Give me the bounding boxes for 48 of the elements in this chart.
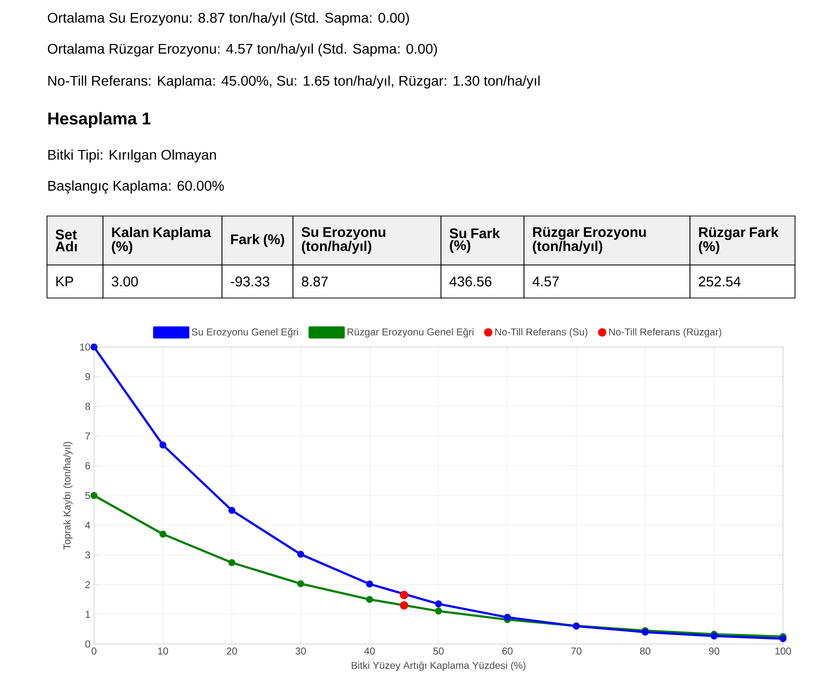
x-tick-label: 60: [502, 648, 513, 655]
x-tick-label: 70: [571, 648, 582, 655]
y-tick-label: 9: [85, 373, 90, 380]
text: Ortalama Rüzgar Erozyonu: 4.57 ton/ha/yıl (Std. Sapma: 0.00): [48, 43, 437, 57]
x-tick-label: 30: [296, 648, 306, 655]
x-tick-label: 100: [775, 648, 791, 655]
x-tick-label: 0: [92, 648, 96, 655]
text: Rüzgar Fark (%): [698, 226, 779, 254]
y-axis-title: Toprak Kaybı (ton/ha/yıl): [63, 442, 73, 550]
x-tick-label: 20: [226, 648, 237, 655]
legend-label: No-Till Referans (Rüzgar): [609, 328, 722, 338]
y-tick-label: 4: [85, 522, 90, 529]
text: No-Till Referans: Kaplama: 45.00%, Su: 1.65 ton/ha/yıl, Rüzgar: 1.30 ton/ha/yıl: [48, 75, 540, 89]
text: Bitki Tipi: Kırılgan Olmayan: [48, 149, 216, 163]
text: Set Adı: [56, 230, 77, 252]
text: 4.57: [532, 276, 559, 286]
text: Su Erozyonu (ton/ha/yıl): [302, 227, 386, 254]
text: Başlangıç Kaplama: 60.00%: [48, 180, 224, 194]
text: Hesaplama 1: [48, 112, 151, 128]
text: Su Fark (%): [450, 228, 500, 253]
y-tick-label: 3: [85, 551, 90, 558]
text: Fark (%): [231, 234, 284, 248]
text: KP: [56, 276, 74, 286]
legend-label: Su Erozyonu Genel Eğri: [192, 328, 298, 338]
x-tick-label: 10: [158, 648, 168, 655]
text: 252.54: [698, 276, 741, 286]
y-tick-label: 10: [80, 343, 90, 351]
text: Rüzgar Erozyonu (ton/ha/yıl): [532, 227, 646, 254]
text: 3.00: [112, 276, 138, 286]
text: Ortalama Su Erozyonu: 8.87 ton/ha/yıl (Std. Sapma: 0.00): [48, 12, 409, 26]
text: 436.56: [450, 276, 492, 286]
text: 8.87: [302, 276, 328, 286]
y-tick-label: 6: [85, 462, 90, 470]
x-tick-label: 90: [709, 648, 720, 655]
y-tick-label: 0: [85, 640, 90, 648]
x-tick-label: 50: [433, 648, 444, 655]
text: -93.33: [230, 276, 270, 286]
y-tick-label: 2: [85, 581, 90, 588]
text: Kalan Kaplama (%): [112, 226, 212, 254]
y-tick-label: 8: [85, 402, 90, 410]
x-tick-label: 80: [640, 648, 650, 655]
legend-label: No-Till Referans (Su): [495, 328, 588, 338]
x-tick-label: 40: [364, 648, 375, 655]
y-tick-label: 1: [86, 610, 90, 618]
y-tick-label: 7: [85, 432, 90, 440]
legend-label: Rüzgar Erozyonu Genel Eğri: [348, 328, 474, 338]
y-tick-label: 5: [85, 492, 90, 499]
x-axis-title: Bitki Yüzey Artığı Kaplama Yüzdesi (%): [352, 661, 526, 671]
